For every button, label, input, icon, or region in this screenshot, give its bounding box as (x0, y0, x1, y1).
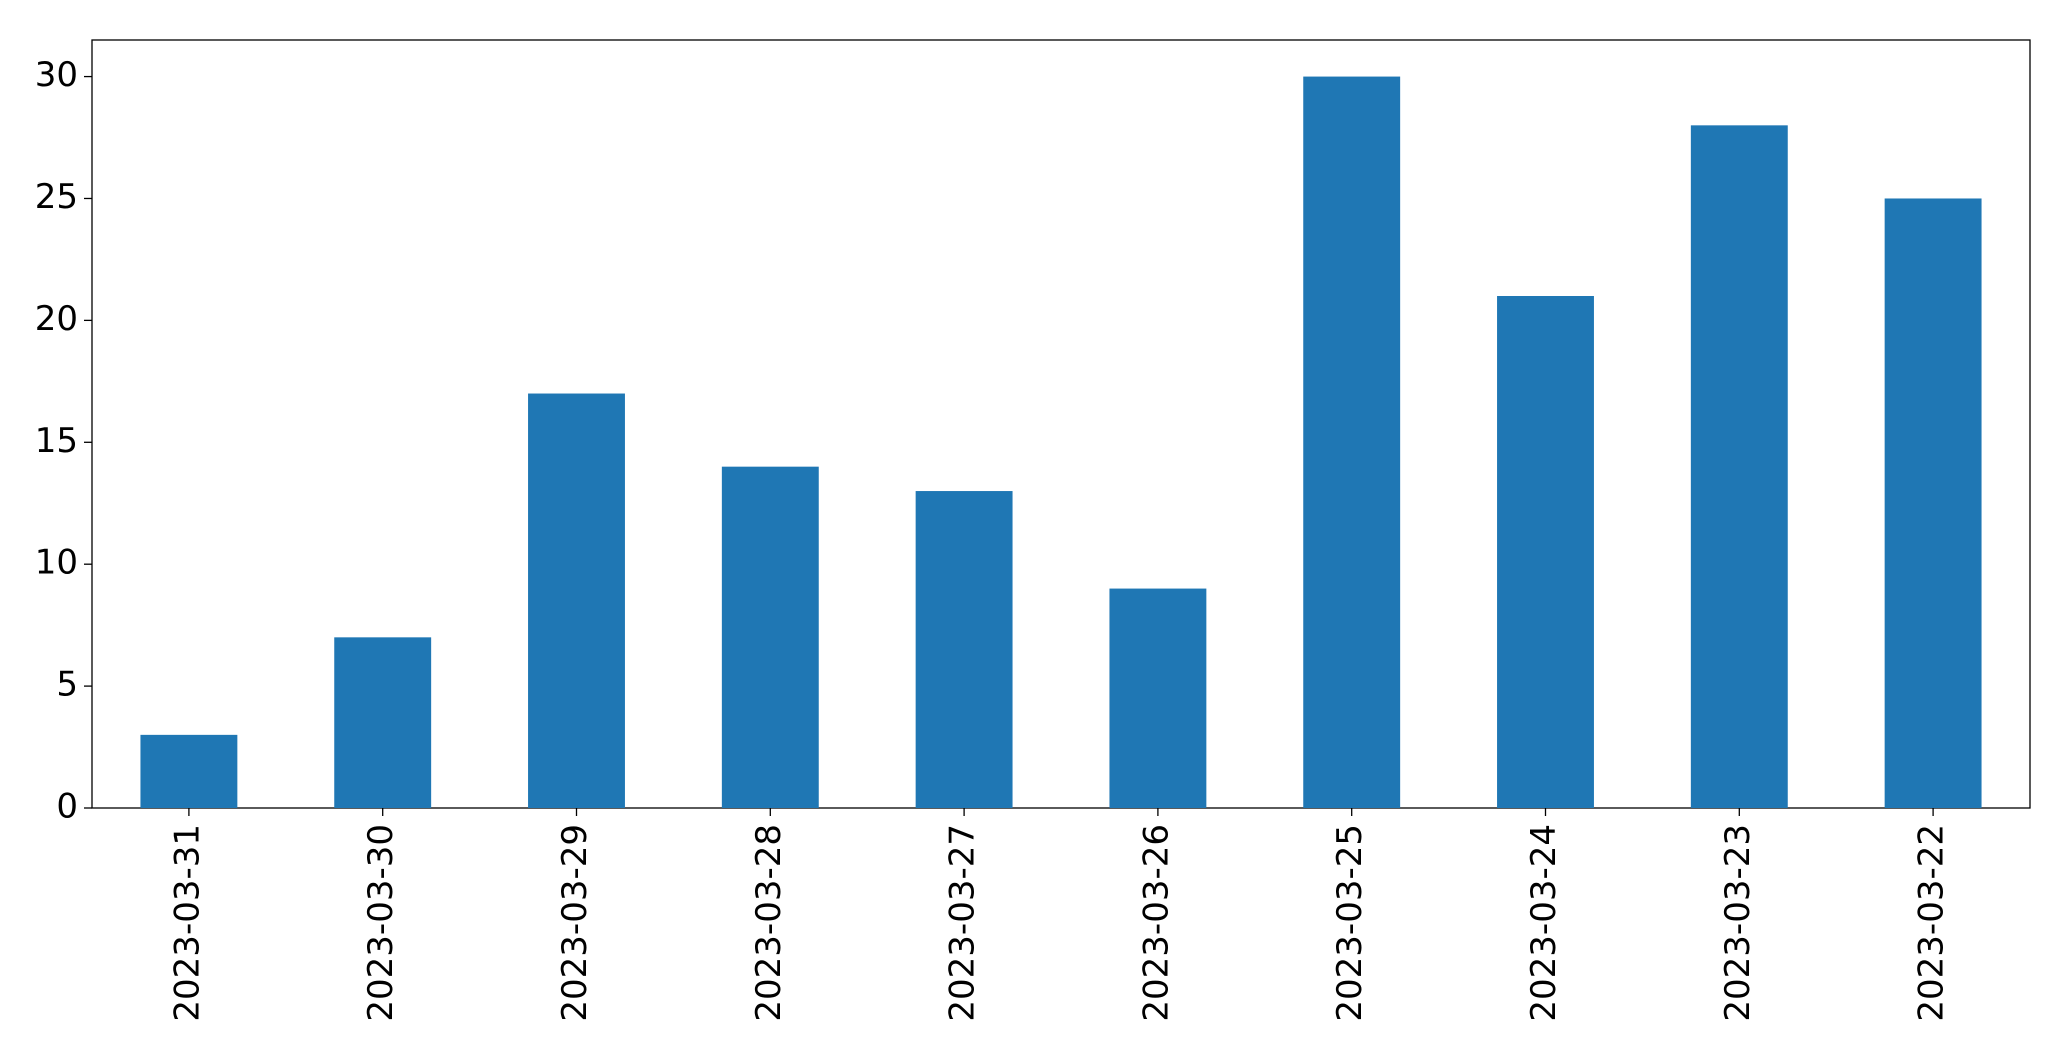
y-tick-label: 30 (35, 55, 78, 95)
axes-frame (91, 39, 2031, 809)
y-tick-label: 15 (35, 421, 78, 461)
bar (1690, 125, 1788, 809)
bar (528, 393, 625, 808)
bar (1884, 198, 1982, 808)
x-tick-label: 2023-03-30 (361, 824, 401, 1022)
y-tick-label: 20 (35, 299, 78, 339)
x-tick-label: 2023-03-23 (1718, 824, 1758, 1022)
x-tick-label: 2023-03-28 (749, 824, 789, 1022)
x-tick-label: 2023-03-31 (167, 824, 207, 1022)
x-tick-label: 2023-03-26 (1136, 824, 1176, 1022)
bar (334, 637, 432, 808)
bar (915, 491, 1013, 808)
bar (1303, 76, 1401, 809)
y-tick-label: 5 (56, 665, 78, 705)
x-tick-label: 2023-03-24 (1524, 824, 1564, 1022)
y-tick-label: 10 (35, 543, 78, 583)
y-tick-label: 25 (35, 177, 78, 217)
x-tick-label: 2023-03-29 (555, 824, 595, 1022)
x-tick-label: 2023-03-22 (1912, 824, 1952, 1022)
x-tick-label: 2023-03-27 (943, 824, 983, 1022)
y-tick-label: 0 (56, 787, 78, 827)
bar (1497, 296, 1594, 808)
x-tick-label: 2023-03-25 (1330, 824, 1370, 1022)
bar (140, 734, 238, 808)
bar (721, 466, 819, 808)
bar (1109, 588, 1207, 808)
